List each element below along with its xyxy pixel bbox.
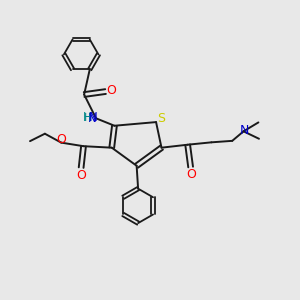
- Text: O: O: [76, 169, 86, 182]
- Text: N: N: [88, 112, 96, 125]
- Text: O: O: [187, 168, 196, 181]
- Text: O: O: [56, 133, 66, 146]
- Text: N: N: [239, 124, 249, 137]
- Text: H: H: [83, 111, 92, 124]
- Text: O: O: [106, 85, 116, 98]
- Text: S: S: [157, 112, 165, 125]
- Text: H: H: [83, 113, 92, 123]
- Text: N: N: [89, 111, 98, 124]
